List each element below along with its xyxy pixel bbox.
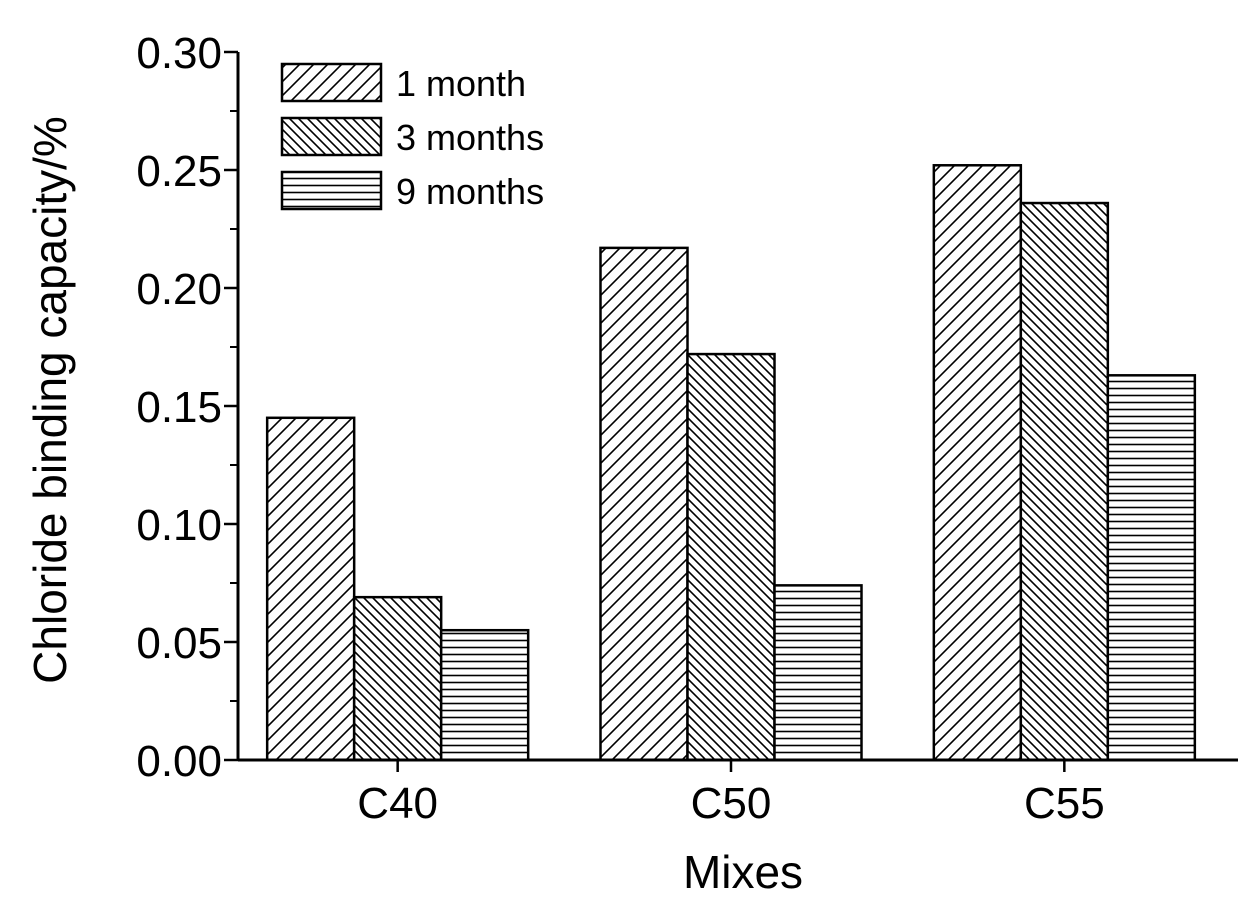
y-tick-label: 0.05 <box>136 619 222 668</box>
x-ticks: C40 C50 C55 <box>357 760 1105 828</box>
x-axis-title: Mixes <box>683 846 803 898</box>
legend-label: 1 month <box>396 63 526 104</box>
x-tick-label: C50 <box>691 779 772 828</box>
bar-c40-3-months <box>352 595 443 762</box>
legend: 1 month 3 months 9 months <box>280 62 544 212</box>
bar-c55-1-month <box>932 164 1023 762</box>
y-tick-label: 0.15 <box>136 383 222 432</box>
bar-c40-1-month <box>265 416 356 762</box>
y-axis-title: Chloride binding capacity/% <box>24 116 76 684</box>
bar-c50-1-month <box>599 246 689 762</box>
y-tick-label: 0.30 <box>136 29 222 78</box>
axes-group: 0.00 0.05 0.10 0.15 0.20 0.25 0.30 C40 C50 C55 <box>136 29 1238 828</box>
bars-group <box>265 164 1197 762</box>
bar-c40-9-months <box>439 628 530 762</box>
bar-c50-9-months <box>773 584 863 762</box>
legend-label: 3 months <box>396 117 544 158</box>
y-tick-label: 0.20 <box>136 265 222 314</box>
legend-swatch <box>280 62 383 103</box>
bar-c55-3-months <box>1019 201 1110 762</box>
legend-label: 9 months <box>396 171 544 212</box>
bar-c55-9-months <box>1106 374 1197 762</box>
y-tick-label: 0.10 <box>136 501 222 550</box>
x-tick-label: C55 <box>1024 779 1105 828</box>
legend-swatch <box>280 116 383 157</box>
y-ticks: 0.00 0.05 0.10 0.15 0.20 0.25 0.30 <box>136 29 238 786</box>
bar-c50-3-months <box>686 352 776 762</box>
y-tick-label: 0.00 <box>136 737 222 786</box>
x-tick-label: C40 <box>357 779 438 828</box>
legend-swatch <box>280 170 383 211</box>
y-tick-label: 0.25 <box>136 147 222 196</box>
